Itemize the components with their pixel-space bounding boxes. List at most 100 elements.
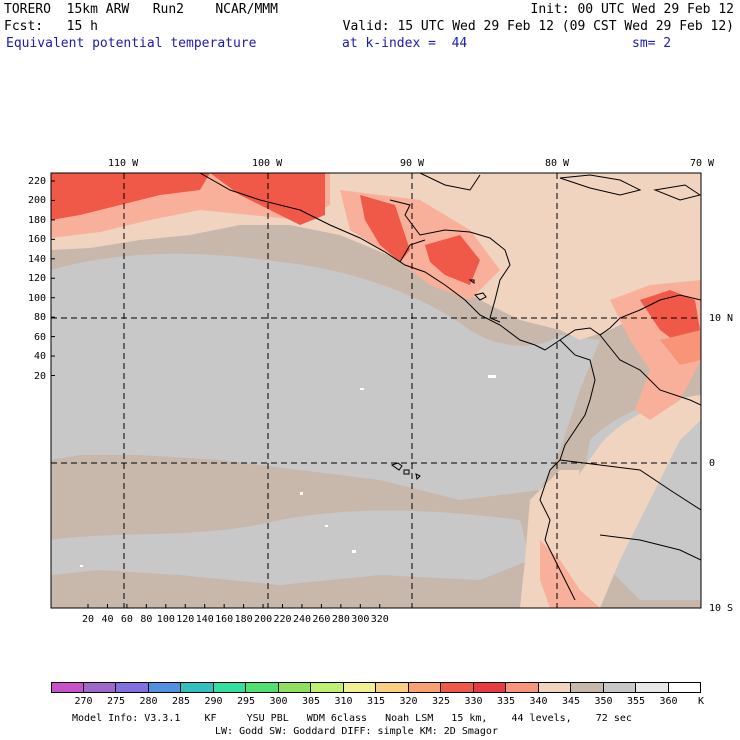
x-tick-label: 20 [82, 614, 95, 625]
colorbar-swatch [51, 682, 84, 693]
colorbar-label: 305 [301, 696, 321, 707]
colorbar-label: 325 [431, 696, 451, 707]
colorbar-swatch [408, 682, 441, 693]
y-tick-label: 180 [27, 214, 46, 226]
white-speck [80, 565, 83, 567]
y-tick-label: 120 [27, 273, 46, 285]
colorbar-label: 275 [106, 696, 126, 707]
colorbar-label: 290 [204, 696, 223, 707]
x-tick-label: 40 [101, 614, 114, 625]
panama-coast [544, 309, 641, 351]
field-smoothing: sm= 2 [632, 36, 672, 51]
colorbar-swatch [116, 682, 149, 693]
colorbar-label: 315 [366, 696, 386, 707]
yucatan-coast [389, 199, 511, 323]
colorbar-swatch [538, 682, 571, 693]
x-tick-label: 200 [254, 614, 273, 625]
y-tick-label: 220 [27, 176, 46, 187]
colorbar-label: 320 [399, 696, 418, 707]
header-init-time: Init: 00 UTC Wed 29 Feb 12 [530, 2, 735, 17]
colorbar-label: 330 [464, 696, 483, 707]
country-border-3 [599, 534, 701, 561]
hispaniola [653, 184, 701, 201]
venezuela-coast [639, 294, 701, 311]
colorbar-label: 335 [496, 696, 516, 707]
y-tick-label: 20 [33, 370, 46, 382]
salmon-patch-peru [540, 540, 600, 608]
lat-label-10s: 10 S [709, 603, 734, 614]
small-island-2 [468, 279, 475, 284]
x-tick-label: 280 [331, 614, 350, 625]
x-tick-label: 100 [156, 614, 175, 625]
peach-band-north [51, 173, 701, 340]
lat-lon-grid [51, 173, 701, 608]
colorbar-swatch [343, 682, 376, 693]
x-tick-label: 160 [215, 614, 234, 625]
y-tick-label: 160 [27, 234, 46, 246]
colorbar-label: 270 [74, 696, 93, 707]
colorbar-label: 310 [334, 696, 353, 707]
cuba [559, 174, 642, 196]
axis-ticks [51, 180, 381, 608]
small-island-1 [474, 292, 487, 301]
x-tick-label: 180 [234, 614, 253, 625]
x-tick-label: 80 [140, 614, 153, 625]
lat-label-10n: 10 N [709, 313, 734, 324]
colorbar-swatch [603, 682, 636, 693]
y-tick-label: 100 [27, 292, 46, 304]
colorbar-unit: K [697, 696, 705, 707]
y-tick-label: 40 [33, 351, 46, 363]
red-patch-honduras [425, 235, 480, 285]
country-border-1 [599, 334, 701, 406]
colorbar-label: 340 [529, 696, 548, 707]
peach-coast-strip [520, 470, 580, 608]
colorbar-swatch [278, 682, 311, 693]
lon-label-100w: 100 W [252, 158, 283, 169]
lon-label-70w: 70 W [690, 158, 715, 169]
colorbar-swatch [181, 682, 214, 693]
colorbar-swatch [311, 682, 344, 693]
colorbar-swatch [636, 682, 669, 693]
coastlines [199, 173, 701, 601]
x-tick-label: 300 [351, 614, 370, 625]
gray-region-north [51, 253, 600, 500]
white-speck [325, 525, 328, 527]
peach-band-south-america [530, 330, 701, 608]
y-tick-label: 80 [33, 312, 46, 324]
red-patch-colombia [660, 330, 701, 365]
x-tick-label: 240 [292, 614, 311, 625]
colorbar-swatch [83, 682, 116, 693]
lon-label-90w: 90 W [400, 158, 425, 169]
y-tick-label: 200 [27, 195, 46, 207]
colorbar-swatch [441, 682, 474, 693]
lon-label-80w: 80 W [545, 158, 570, 169]
colorbar-swatch [571, 682, 604, 693]
header-title: TORERO 15km ARW Run2 NCAR/MMM [4, 2, 278, 17]
field-level: at k-index = 44 [342, 36, 468, 51]
white-speck [352, 550, 356, 553]
colorbar-swatch [246, 682, 279, 693]
galapagos [390, 462, 421, 481]
colorbar-swatch [668, 682, 701, 693]
colorbar-swatch [213, 682, 246, 693]
caribbean-north-coast [419, 173, 481, 191]
physics-info: LW: Godd SW: Goddard DIFF: simple KM: 2D… [215, 726, 498, 737]
white-speck [360, 388, 364, 390]
header-forecast-hour: Fcst: 15 h [4, 19, 98, 34]
x-tick-label: 120 [176, 614, 195, 625]
colorbar-label: 280 [139, 696, 158, 707]
colorbar-label: 360 [659, 696, 678, 707]
red-patch-venezuela [640, 290, 700, 345]
lat-label-0: 0 [709, 458, 716, 469]
red-patch-northwest [51, 173, 210, 220]
x-tick-label: 260 [312, 614, 331, 625]
colorbar-label: 350 [594, 696, 613, 707]
x-tick-label: 320 [370, 614, 389, 625]
white-speck [300, 492, 303, 495]
field-name: Equivalent potential temperature [6, 36, 257, 51]
header-valid-time: Valid: 15 UTC Wed 29 Feb 12 (09 CST Wed … [342, 19, 734, 34]
x-tick-label: 220 [273, 614, 292, 625]
colorbar-swatch [506, 682, 539, 693]
colorbar-label: 345 [561, 696, 581, 707]
